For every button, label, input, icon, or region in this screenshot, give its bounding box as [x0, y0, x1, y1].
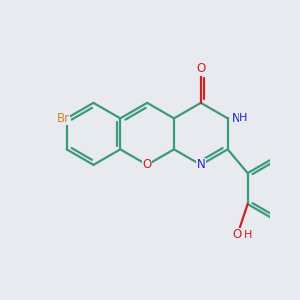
Text: O: O — [233, 228, 242, 241]
Text: H: H — [239, 113, 247, 123]
Text: N: N — [232, 112, 241, 125]
Text: O: O — [142, 158, 152, 171]
Text: N: N — [196, 158, 205, 171]
Text: Br: Br — [57, 112, 70, 125]
Text: O: O — [196, 62, 206, 75]
Text: H: H — [243, 230, 252, 240]
